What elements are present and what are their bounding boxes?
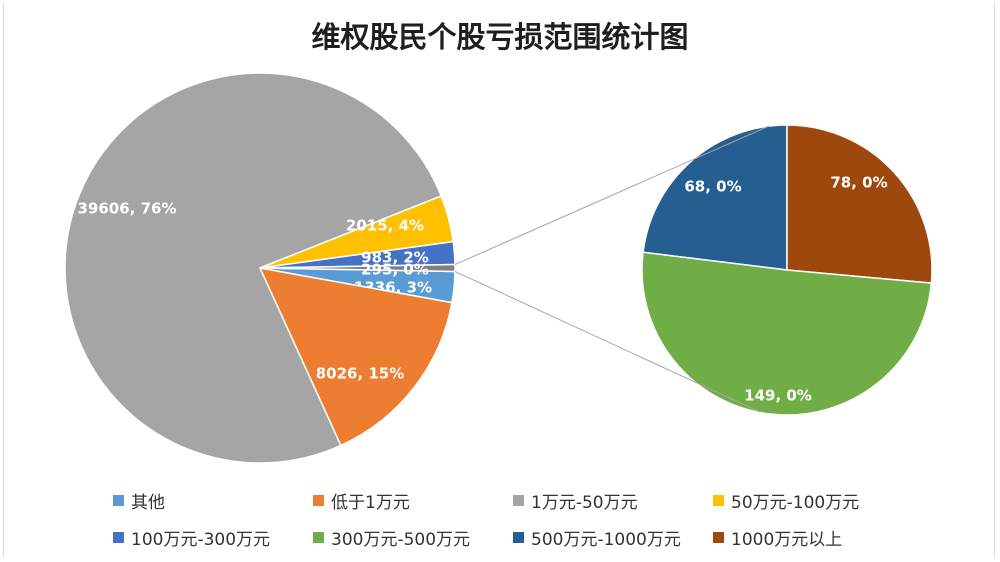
chart-title: 维权股民个股亏损范围统计图 <box>311 20 689 54</box>
legend-item: 1万元-50万元 <box>513 488 638 513</box>
chart-frame <box>3 2 995 558</box>
legend-swatch <box>513 495 524 506</box>
slice-label: 68, 0% <box>684 178 741 196</box>
legend-item: 低于1万元 <box>313 488 410 513</box>
connector-line <box>454 125 770 265</box>
slice-label-aggregate: 295, 0% <box>361 261 429 279</box>
legend-swatch <box>313 532 324 543</box>
legend-label: 50万元-100万元 <box>731 493 860 513</box>
legend-swatch <box>113 495 124 506</box>
pie-slice-aggregate <box>259 263 456 273</box>
legend-swatch <box>513 532 524 543</box>
legend-swatch <box>313 495 324 506</box>
slice-label: 39606, 76% <box>77 200 176 218</box>
legend-swatch <box>713 495 724 506</box>
pie-slice <box>641 251 933 416</box>
legend-item: 100万元-300万元 <box>113 525 270 550</box>
legend-label: 500万元-1000万元 <box>531 530 681 550</box>
slice-label: 78, 0% <box>830 174 887 192</box>
legend-item: 500万元-1000万元 <box>513 525 681 550</box>
legend-swatch <box>713 532 724 543</box>
legend-label: 1万元-50万元 <box>531 493 638 513</box>
connector-line <box>454 271 761 413</box>
legend-swatch <box>113 532 124 543</box>
legend-label: 1000万元以上 <box>731 530 843 550</box>
pie-slice <box>642 124 788 271</box>
slice-label: 149, 0% <box>744 387 812 405</box>
legend-label: 300万元-500万元 <box>331 530 471 550</box>
legend-label: 100万元-300万元 <box>131 530 271 550</box>
legend-item: 1000万元以上 <box>713 525 842 550</box>
pie-slice <box>64 72 443 464</box>
slice-label: 8026, 15% <box>316 365 405 383</box>
legend-item: 300万元-500万元 <box>313 525 470 550</box>
pie-slice <box>786 124 933 284</box>
legend-label: 低于1万元 <box>331 493 410 513</box>
legend-label: 其他 <box>131 493 165 513</box>
slice-label: 2015, 4% <box>346 217 424 235</box>
legend-item: 其他 <box>113 488 165 513</box>
legend-item: 50万元-100万元 <box>713 488 859 513</box>
slice-label: 983, 2% <box>361 249 429 267</box>
pie-slice <box>258 267 453 447</box>
